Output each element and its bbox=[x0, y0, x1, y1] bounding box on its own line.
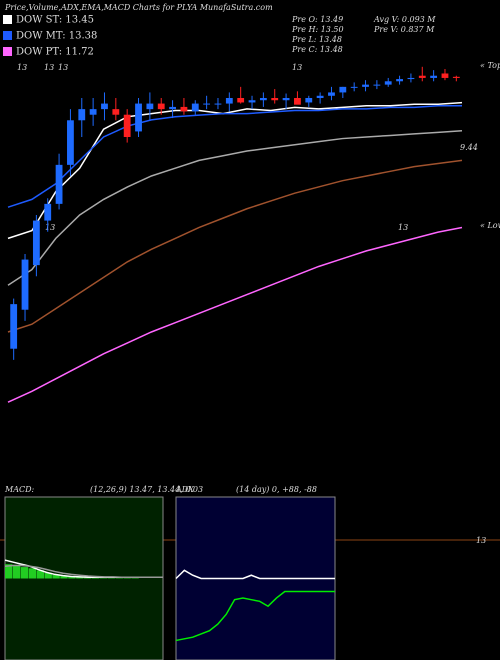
info: Pre O: 13.49 bbox=[291, 15, 343, 24]
info: Pre L: 13.48 bbox=[291, 35, 342, 44]
annotation: 13 bbox=[292, 63, 302, 72]
candle-body bbox=[180, 106, 188, 112]
panel-subtitle: (12,26,9) 13.47, 13.44, 0.03 bbox=[90, 485, 203, 494]
candle-body bbox=[78, 109, 86, 121]
histogram-bar bbox=[76, 577, 84, 579]
candle-body bbox=[259, 98, 267, 101]
legend: DOW ST: 13.45 DOW MT: 13.38 DOW PT: 11.7… bbox=[3, 15, 97, 58]
candle-body bbox=[271, 98, 279, 101]
candle-body bbox=[44, 203, 52, 221]
candle-body bbox=[214, 103, 222, 105]
legend-swatch bbox=[3, 47, 12, 56]
candle-body bbox=[169, 106, 176, 110]
annotation: 13 bbox=[476, 536, 486, 545]
candle-body bbox=[191, 103, 199, 112]
histogram-bar bbox=[91, 577, 100, 579]
legend-swatch bbox=[3, 15, 12, 24]
histogram-bar bbox=[36, 570, 44, 579]
panel-title: ADX bbox=[175, 485, 194, 494]
candle-body bbox=[225, 98, 233, 104]
candle-body bbox=[67, 120, 74, 165]
candle-body bbox=[21, 259, 29, 310]
annotation: 13 bbox=[17, 63, 27, 72]
histogram-bar bbox=[5, 564, 13, 579]
line-series bbox=[7, 105, 462, 208]
line-series bbox=[7, 101, 463, 240]
candle-body bbox=[441, 73, 449, 78]
candle-body bbox=[112, 109, 120, 115]
annotation: « Lows bbox=[480, 221, 500, 230]
line-series bbox=[175, 569, 335, 580]
legend-label: DOW MT: 13.38 bbox=[16, 31, 97, 42]
chart-title: Price,Volume,ADX,EMA,MACD Charts for PLY… bbox=[4, 3, 273, 12]
line-series bbox=[7, 159, 463, 333]
panel-subtitle: (14 day) 0, +88, -88 bbox=[236, 485, 317, 494]
candle-body bbox=[32, 220, 40, 266]
line-series bbox=[175, 590, 335, 642]
legend-swatch bbox=[3, 31, 12, 40]
line-series bbox=[7, 130, 463, 286]
candle-body bbox=[316, 95, 324, 98]
candle-body bbox=[396, 79, 403, 82]
candle-body bbox=[248, 100, 256, 103]
histogram-bar bbox=[68, 576, 76, 579]
candle-body bbox=[362, 84, 369, 87]
candle-body bbox=[418, 75, 426, 78]
legend-label: DOW ST: 13.45 bbox=[16, 15, 94, 26]
candle-body bbox=[305, 98, 313, 103]
annotation: 13 bbox=[58, 63, 68, 72]
histogram-bar bbox=[44, 572, 52, 579]
candle-body bbox=[350, 86, 358, 88]
histogram-bar bbox=[12, 565, 21, 579]
candle-body bbox=[430, 75, 438, 78]
histogram-bar bbox=[28, 568, 37, 579]
candle-body bbox=[328, 92, 335, 96]
annotation: « Tops bbox=[480, 61, 500, 70]
candle-body bbox=[203, 103, 211, 105]
legend-label: DOW PT: 11.72 bbox=[16, 47, 94, 58]
candle-body bbox=[55, 164, 63, 204]
candle-body bbox=[384, 81, 392, 85]
candle-body bbox=[101, 103, 108, 110]
candle-body bbox=[157, 103, 165, 110]
annotation: 13 bbox=[398, 223, 408, 232]
candle-body bbox=[10, 304, 18, 349]
histogram-bar bbox=[60, 576, 68, 579]
candle-body bbox=[373, 84, 381, 86]
candle-body bbox=[407, 77, 415, 80]
panel-title: MACD: bbox=[4, 485, 35, 494]
candle-body bbox=[282, 98, 290, 101]
line-series bbox=[7, 226, 463, 403]
histogram-bar bbox=[84, 577, 92, 579]
info: Pre H: 13.50 bbox=[291, 25, 344, 34]
histogram-bar bbox=[52, 574, 60, 579]
line-series bbox=[4, 564, 163, 579]
annotation: 9.44 bbox=[460, 143, 478, 152]
annotation: 13 bbox=[45, 223, 55, 232]
candle-body bbox=[339, 86, 347, 93]
info: Avg V: 0.093 M bbox=[373, 15, 436, 24]
candle-body bbox=[123, 114, 131, 137]
info: Pre C: 13.48 bbox=[291, 45, 343, 54]
info: Pre V: 0.837 M bbox=[373, 25, 435, 34]
candle-body bbox=[452, 76, 460, 78]
candle-body bbox=[135, 103, 142, 132]
histogram-bar bbox=[20, 567, 29, 579]
candle-body bbox=[237, 98, 245, 103]
candle-body bbox=[146, 103, 154, 110]
annotation: 13 bbox=[44, 63, 54, 72]
candle-body bbox=[89, 109, 97, 115]
candle-body bbox=[294, 98, 301, 105]
